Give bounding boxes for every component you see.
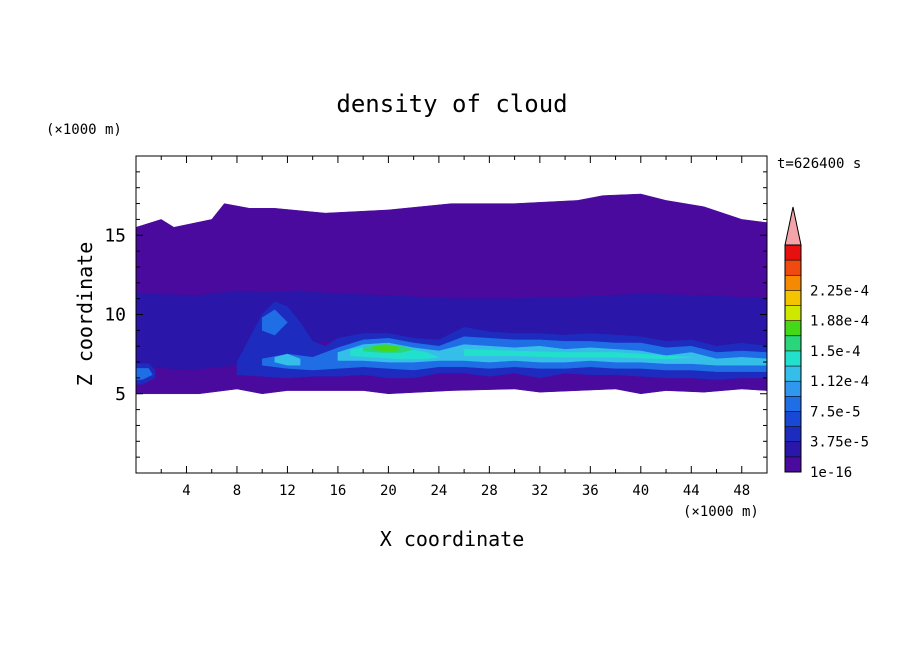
y-axis: 5 10 15 — [104, 171, 767, 458]
y-unit-label: (×1000 m) — [46, 122, 122, 138]
x-tick-label: 28 — [481, 483, 498, 499]
colorbar-swatch — [785, 305, 801, 321]
colorbar-swatch — [785, 260, 801, 276]
colorbar-swatch — [785, 245, 801, 261]
colorbar-swatch — [785, 275, 801, 291]
chart-title: density of cloud — [336, 90, 567, 118]
colorbar-swatch — [785, 411, 801, 427]
colorbar-swatch — [785, 350, 801, 367]
x-tick-label: 48 — [733, 483, 750, 499]
colorbar-label: 1.5e-4 — [810, 344, 861, 360]
colorbar-swatch — [785, 396, 801, 412]
x-tick-label: 16 — [329, 483, 346, 499]
colorbar-swatch — [785, 426, 801, 442]
colorbar-swatch — [785, 366, 801, 382]
x-unit-label: (×1000 m) — [683, 504, 759, 520]
colorbar-label: 1.88e-4 — [810, 314, 869, 330]
x-axis: 4 8 12 16 20 24 28 32 36 40 44 48 — [160, 156, 750, 499]
colorbar-label: 1e-16 — [810, 465, 852, 481]
time-label: t=626400 s — [777, 156, 861, 172]
colorbar-swatch — [785, 381, 801, 397]
x-tick-label: 8 — [233, 483, 241, 499]
colorbar-swatch — [785, 335, 801, 351]
x-tick-label: 44 — [683, 483, 700, 499]
x-tick-label: 32 — [531, 483, 548, 499]
colorbar: 2.25e-4 1.88e-4 1.5e-4 1.12e-4 7.5e-5 3.75e-5… — [784, 206, 869, 481]
y-tick-label: 10 — [104, 305, 126, 326]
y-axis-label: Z coordinate — [73, 242, 97, 387]
colorbar-swatch — [785, 441, 801, 457]
x-tick-label: 36 — [582, 483, 599, 499]
colorbar-swatch — [785, 290, 801, 306]
plot-area — [135, 155, 768, 474]
y-tick-label: 15 — [104, 225, 126, 246]
colorbar-swatch — [785, 456, 801, 472]
density-layer-7 — [274, 353, 301, 366]
x-tick-label: 4 — [182, 483, 190, 499]
x-tick-label: 12 — [279, 483, 296, 499]
colorbar-label: 7.5e-5 — [810, 404, 861, 420]
y-tick-label: 5 — [115, 384, 126, 405]
x-tick-label: 40 — [632, 483, 649, 499]
density-layer-4 — [136, 368, 153, 380]
x-tick-label: 20 — [380, 483, 397, 499]
colorbar-overflow-arrow — [784, 206, 802, 246]
colorbar-label: 2.25e-4 — [810, 283, 869, 299]
density-field — [136, 193, 767, 395]
x-tick-label: 24 — [430, 483, 447, 499]
x-axis-label: X coordinate — [380, 527, 525, 551]
colorbar-label: 3.75e-5 — [810, 435, 869, 451]
density-layer-5 — [261, 309, 288, 336]
density-layer-12 — [373, 344, 399, 352]
colorbar-label: 1.12e-4 — [810, 374, 869, 390]
density-layer-10 — [463, 349, 692, 360]
colorbar-swatch — [785, 320, 801, 336]
